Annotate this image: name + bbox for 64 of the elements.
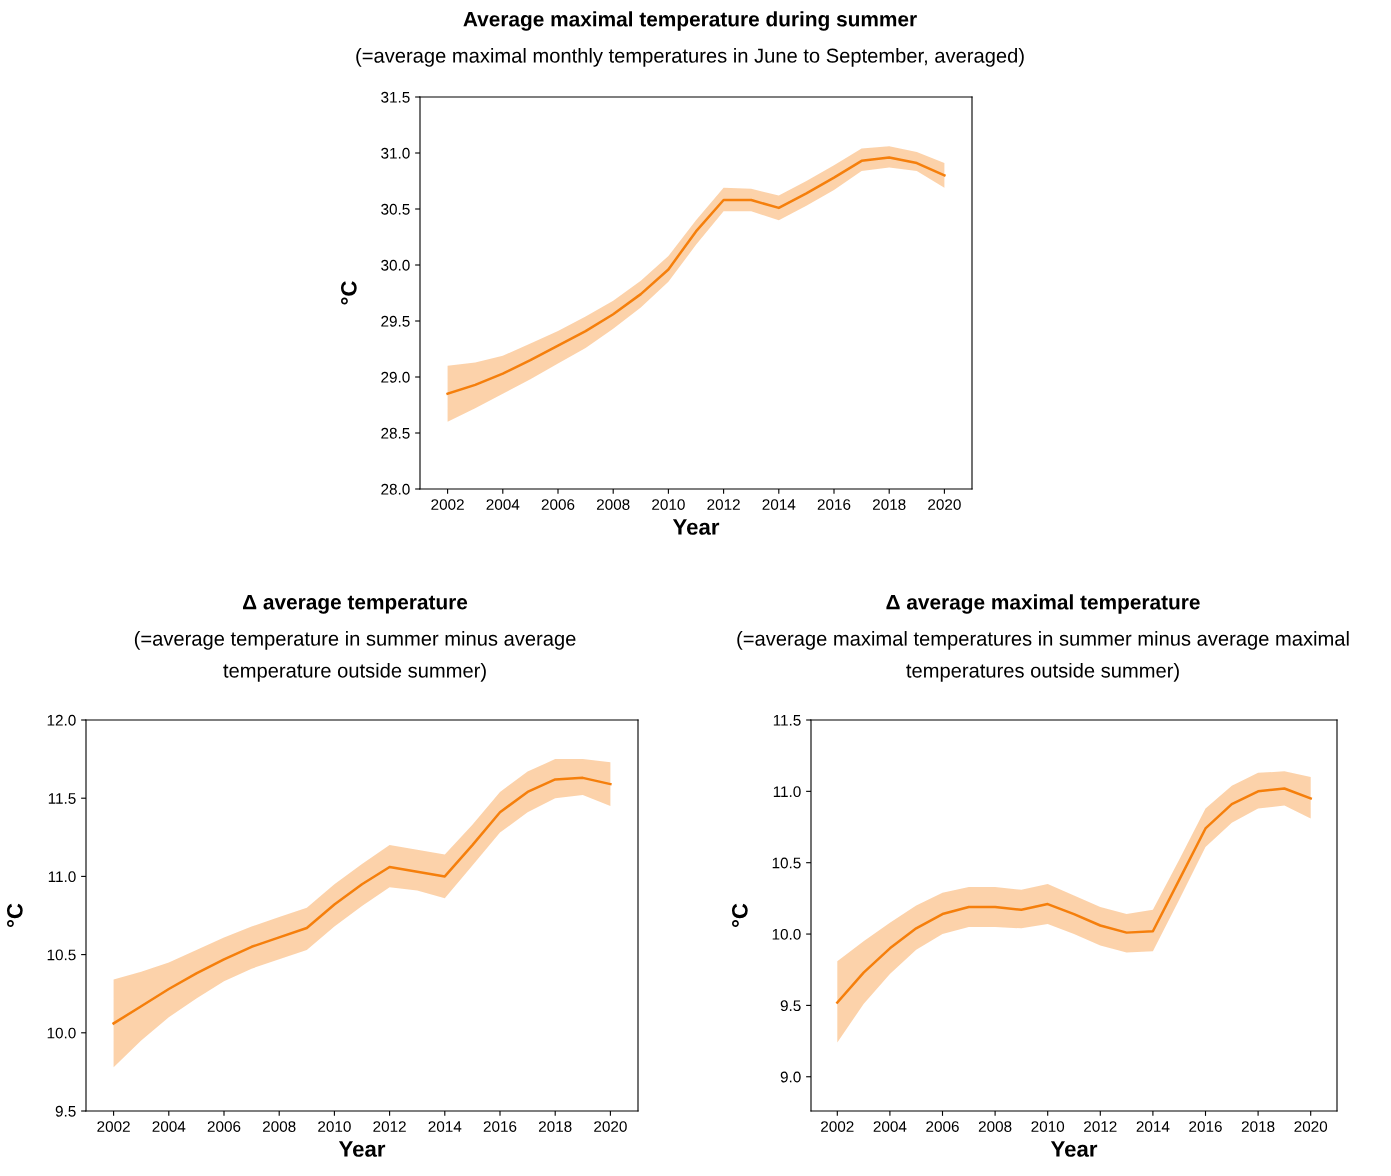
line-series (112, 776, 612, 1025)
y-tick-label: 11.0 (48, 871, 76, 883)
x-tick-label: 2018 (538, 1121, 572, 1132)
y-tick-label: 10.5 (47, 949, 76, 961)
x-tick-label: 2006 (207, 1121, 241, 1132)
x-tick-label: 2008 (596, 499, 630, 510)
y-tick-label: 9.5 (780, 1000, 801, 1012)
x-tick-label: 2018 (872, 499, 906, 510)
x-tick-label: 2004 (486, 499, 520, 510)
chart-title: Average maximal temperature during summer (463, 11, 917, 31)
x-tick-label: 2004 (152, 1121, 186, 1132)
y-tick-label: 10.0 (47, 1027, 76, 1039)
line-series (836, 787, 1312, 1004)
x-axis-title: Year (1050, 1141, 1098, 1157)
y-tick-label: 10.5 (772, 857, 801, 869)
x-tick-label: 2008 (978, 1121, 1012, 1132)
y-tick-label: 29.5 (381, 315, 410, 327)
x-tick-label: 2010 (1031, 1121, 1065, 1132)
x-tick-label: 2014 (428, 1121, 462, 1132)
chart-title: Δ average temperature (242, 594, 468, 614)
y-axis-title: °C (340, 281, 357, 305)
x-tick-label: 2002 (97, 1121, 130, 1132)
y-tick-label: 31.0 (381, 147, 410, 159)
x-tick-label: 2012 (707, 499, 740, 510)
y-tick-label: 29.0 (381, 371, 410, 383)
x-tick-label: 2020 (1294, 1121, 1328, 1132)
x-tick-label: 2002 (821, 1121, 854, 1132)
chart-subtitle: (=average maximal monthly temperatures in June to September, averaged) (356, 48, 1024, 67)
x-tick-label: 2016 (1189, 1121, 1222, 1132)
y-tick-label: 30.0 (381, 259, 410, 271)
y-tick-label: 10.0 (772, 928, 801, 940)
y-tick-label: 28.5 (381, 427, 410, 439)
y-tick-label: 11.0 (773, 786, 801, 798)
y-tick-label: 9.0 (780, 1071, 801, 1083)
x-tick-label: 2020 (928, 499, 961, 510)
x-tick-label: 2014 (1136, 1121, 1170, 1132)
x-tick-label: 2016 (817, 499, 851, 510)
x-tick-label: 2004 (873, 1121, 907, 1132)
y-axis-title: °C (6, 903, 23, 927)
y-tick-label: 31.5 (381, 91, 410, 103)
chart-subtitle: (=average maximal temperatures in summer minus average maximal temperatures outside summer) (737, 631, 1349, 682)
x-tick-label: 2010 (652, 499, 685, 510)
x-tick-label: 2006 (541, 499, 575, 510)
x-tick-label: 2006 (926, 1121, 959, 1132)
x-tick-label: 2020 (594, 1121, 627, 1132)
x-tick-label: 2016 (483, 1121, 517, 1132)
x-tick-label: 2008 (262, 1121, 296, 1132)
y-tick-label: 9.5 (55, 1105, 76, 1117)
x-tick-label: 2002 (431, 499, 464, 510)
y-tick-label: 30.5 (381, 203, 410, 215)
x-tick-label: 2018 (1241, 1121, 1275, 1132)
y-tick-label: 11.5 (773, 715, 801, 726)
x-tick-label: 2010 (318, 1121, 351, 1132)
y-tick-label: 12.0 (47, 714, 76, 726)
x-tick-label: 2012 (1084, 1121, 1117, 1132)
y-axis-title: °C (731, 903, 748, 927)
x-axis-title: Year (672, 519, 720, 535)
x-axis-title: Year (338, 1141, 386, 1157)
x-tick-label: 2014 (762, 499, 796, 510)
y-tick-label: 11.5 (48, 793, 76, 804)
chart-subtitle: (=average temperature in summer minus average temperature outside summer) (134, 631, 576, 682)
y-tick-label: 28.0 (381, 483, 410, 495)
chart-title: Δ average maximal temperature (886, 594, 1200, 614)
x-tick-label: 2012 (373, 1121, 406, 1132)
